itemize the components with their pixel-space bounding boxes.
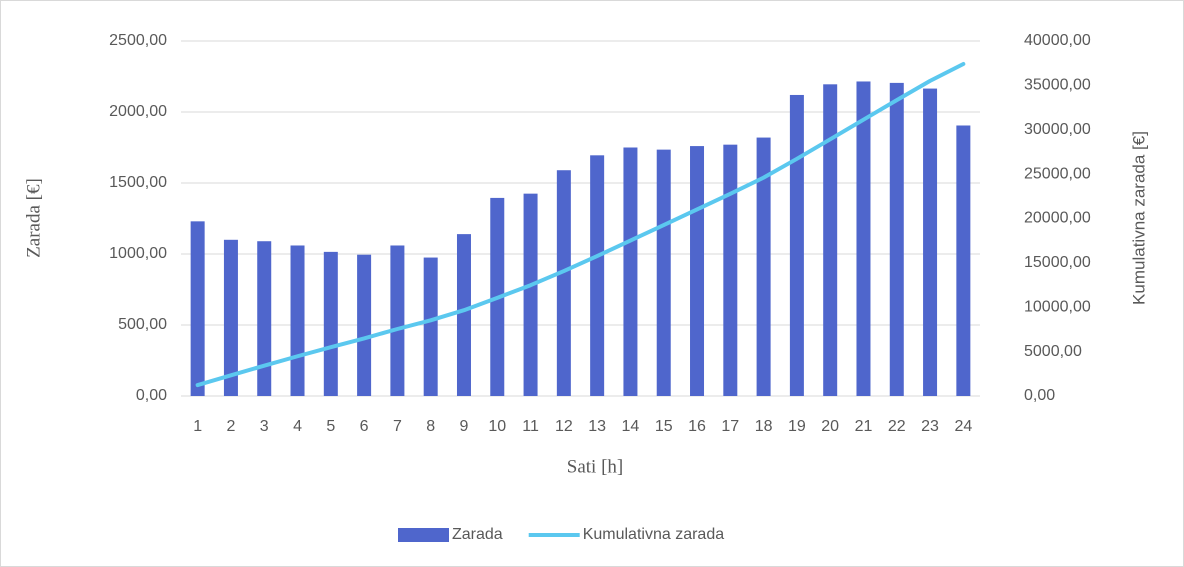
x-tick-label: 16 <box>688 418 706 435</box>
y2-axis-title: Kumulativna zarada [€] <box>1129 131 1148 305</box>
y2-tick-label: 25000,00 <box>1024 165 1091 182</box>
x-axis-title: Sati [h] <box>567 456 623 477</box>
y-tick-label: 500,00 <box>118 316 167 333</box>
x-tick-label: 12 <box>555 418 573 435</box>
x-tick-label: 23 <box>921 418 939 435</box>
y2-tick-label: 40000,00 <box>1024 32 1091 49</box>
x-tick-label: 10 <box>488 418 506 435</box>
bar <box>856 81 871 396</box>
bar <box>590 155 605 396</box>
x-tick-label: 4 <box>293 418 302 435</box>
y2-tick-label: 0,00 <box>1024 387 1055 404</box>
x-tick-label: 9 <box>460 418 469 435</box>
x-tick-label: 18 <box>755 418 773 435</box>
y2-tick-label: 35000,00 <box>1024 77 1091 94</box>
bar <box>756 137 771 396</box>
x-tick-label: 22 <box>888 418 906 435</box>
bar <box>623 147 638 396</box>
legend-label: Kumulativna zarada <box>583 526 725 543</box>
y-axis-title: Zarada [€] <box>23 178 44 258</box>
legend-label: Zarada <box>452 526 503 543</box>
x-tick-label: 21 <box>855 418 873 435</box>
y-tick-label: 1500,00 <box>109 174 167 191</box>
x-tick-label: 24 <box>954 418 972 435</box>
x-tick-label: 11 <box>522 418 539 435</box>
x-tick-label: 8 <box>426 418 435 435</box>
bar <box>456 234 471 396</box>
y-tick-label: 1000,00 <box>109 245 167 262</box>
x-tick-label: 17 <box>721 418 739 435</box>
x-tick-label: 14 <box>622 418 640 435</box>
bar <box>357 254 372 396</box>
bar <box>923 88 938 396</box>
y2-tick-label: 5000,00 <box>1024 343 1082 360</box>
x-tick-label: 19 <box>788 418 806 435</box>
bar <box>956 125 971 397</box>
legend-swatch <box>398 528 449 542</box>
y2-tick-label: 10000,00 <box>1024 298 1091 315</box>
bar <box>556 170 571 396</box>
bar <box>889 82 904 396</box>
y-tick-label: 2500,00 <box>109 32 167 49</box>
bar <box>789 94 804 397</box>
bar <box>823 84 838 396</box>
bar <box>690 146 705 396</box>
bar <box>223 239 238 396</box>
y2-tick-label: 15000,00 <box>1024 254 1091 271</box>
x-tick-label: 5 <box>326 418 335 435</box>
x-tick-label: 15 <box>655 418 673 435</box>
bar <box>423 257 438 396</box>
bar <box>257 241 272 396</box>
x-tick-label: 13 <box>588 418 606 435</box>
y-tick-label: 0,00 <box>136 387 167 404</box>
bar <box>190 221 205 396</box>
y-tick-label: 2000,00 <box>109 103 167 120</box>
x-tick-label: 1 <box>193 418 202 435</box>
bar <box>323 251 338 396</box>
bar <box>390 245 405 396</box>
bar <box>290 245 305 396</box>
bar <box>723 144 738 396</box>
bar <box>523 193 538 396</box>
line <box>195 61 966 388</box>
x-tick-label: 20 <box>821 418 839 435</box>
x-tick-label: 6 <box>360 418 369 435</box>
x-tick-label: 7 <box>393 418 402 435</box>
x-tick-label: 3 <box>260 418 269 435</box>
x-tick-label: 2 <box>226 418 235 435</box>
bar <box>656 149 671 396</box>
y2-tick-label: 20000,00 <box>1024 210 1091 227</box>
y2-tick-label: 30000,00 <box>1024 121 1091 138</box>
